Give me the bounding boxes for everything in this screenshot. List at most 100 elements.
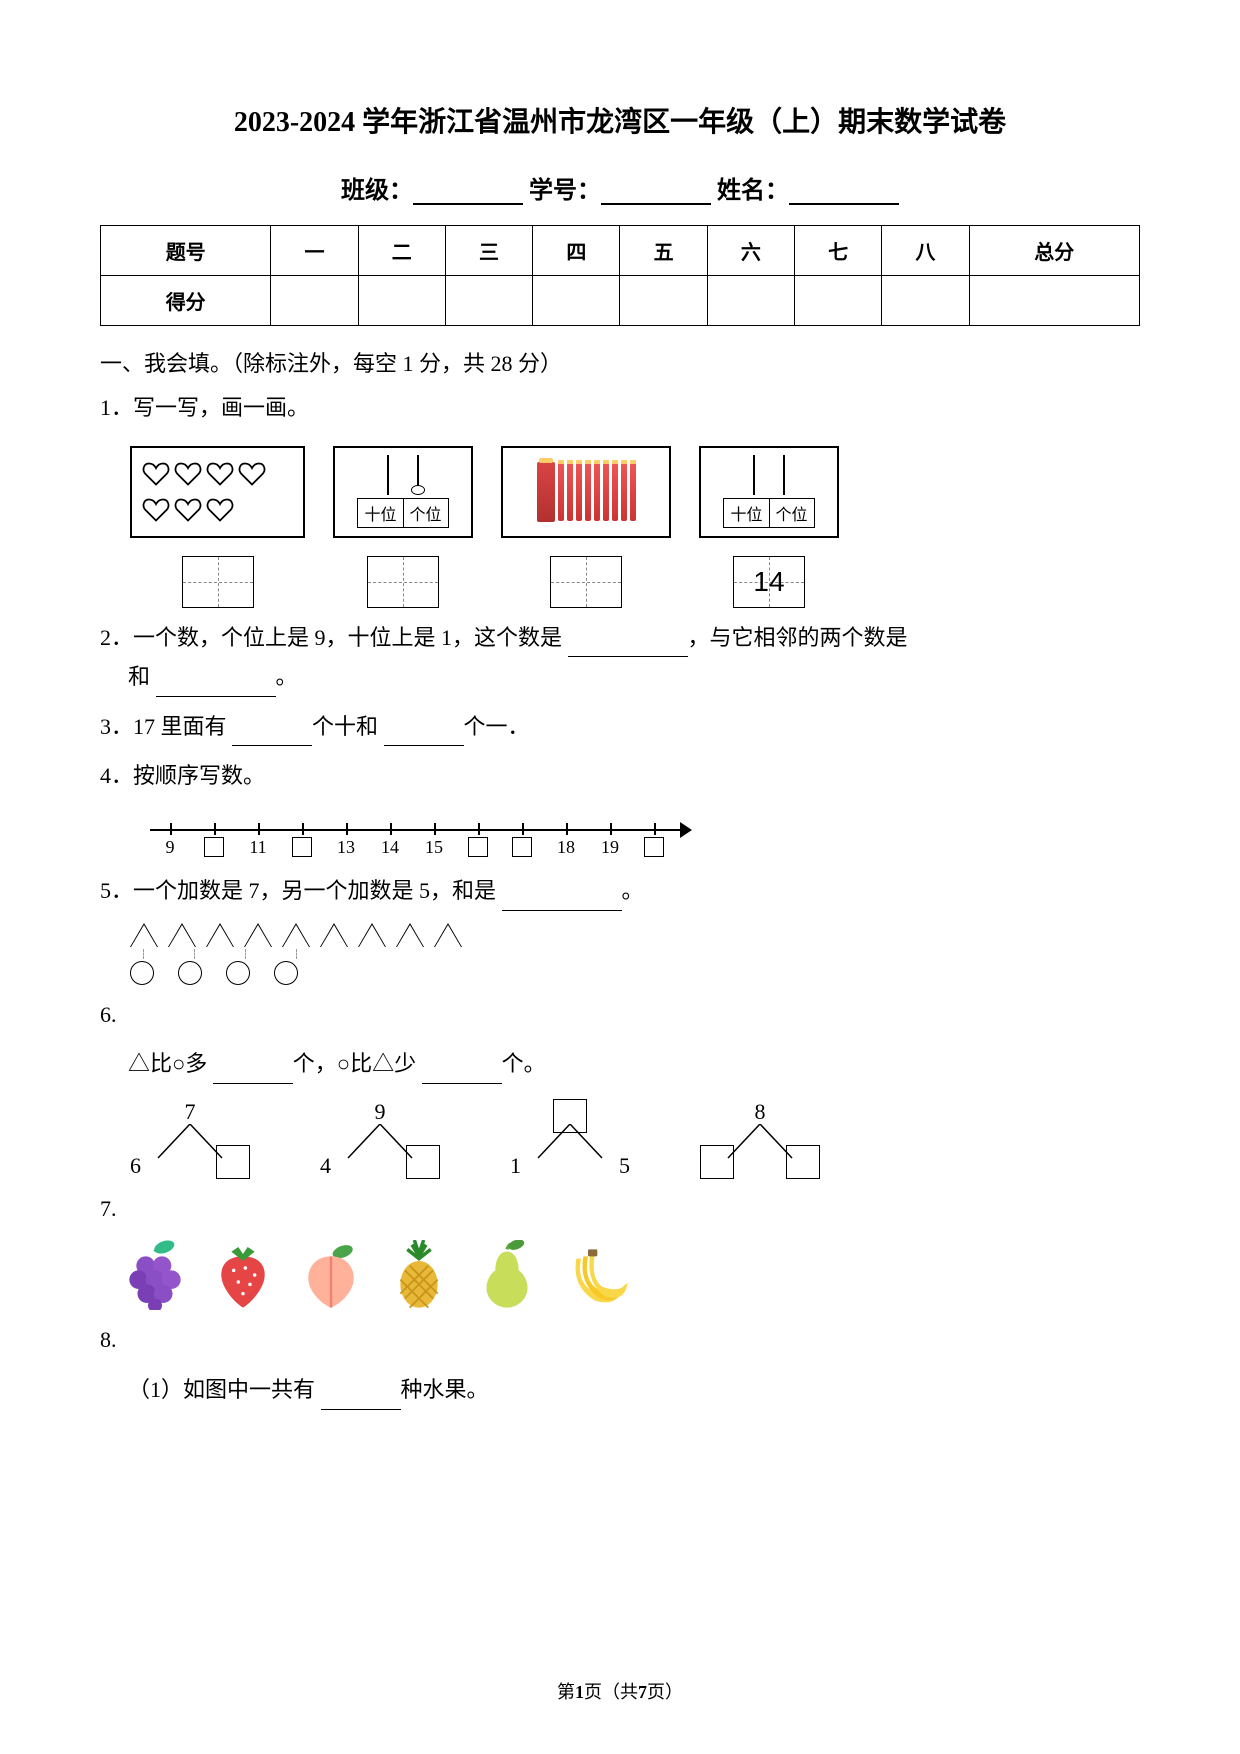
nl-line: [150, 829, 682, 831]
fruits-row: [120, 1240, 1140, 1310]
bond-blank[interactable]: [700, 1145, 734, 1179]
stick-icon: [603, 463, 609, 521]
triangle-icon: [396, 923, 424, 947]
stick-icon: [630, 463, 636, 521]
heart-icon: [142, 461, 170, 487]
score-cell[interactable]: [969, 276, 1139, 326]
q5-text-a: 5．一个加数是 7，另一个加数是 5，和是: [100, 878, 502, 903]
circle-icon: [226, 961, 250, 985]
score-table: 题号 一 二 三 四 五 六 七 八 总分 得分: [100, 225, 1140, 326]
grapes-icon: [120, 1240, 190, 1310]
blank[interactable]: [321, 1390, 401, 1410]
place-value-box: 十位 个位: [699, 446, 839, 538]
q2-text-d: 。: [276, 664, 298, 689]
id-blank[interactable]: [601, 181, 711, 205]
nl-blank-box[interactable]: [468, 837, 488, 857]
link-row: [130, 949, 1140, 959]
name-label: 姓名：: [717, 178, 789, 204]
table-row: 题号 一 二 三 四 五 六 七 八 总分: [101, 226, 1140, 276]
bond-value: 9: [375, 1099, 386, 1125]
bond-value: 5: [619, 1153, 630, 1179]
q8-sub1: （1）如图中一共有 种水果。: [100, 1370, 1140, 1410]
q6-text-c: 个。: [502, 1051, 546, 1076]
stick-icon: [594, 463, 600, 521]
q4-label: 4．按顺序写数。: [100, 756, 1140, 796]
score-cell[interactable]: [707, 276, 794, 326]
blank[interactable]: [213, 1064, 293, 1084]
bond-value: 8: [755, 1099, 766, 1125]
bundle-icon: [537, 462, 555, 522]
blank[interactable]: [502, 891, 622, 911]
nl-tick: [170, 823, 172, 835]
score-cell[interactable]: [358, 276, 445, 326]
digit-grid-blank[interactable]: [550, 556, 622, 608]
q2: 2．一个数，个位上是 9，十位上是 1，这个数是 ，与它相邻的两个数是 和 。: [100, 618, 1140, 697]
nl-tick: [434, 823, 436, 835]
q2-text-a: 2．一个数，个位上是 9，十位上是 1，这个数是: [100, 625, 568, 650]
blank[interactable]: [232, 726, 312, 746]
footer-text: 页（共: [584, 1682, 638, 1702]
header-cell: 七: [794, 226, 881, 276]
triangle-row: [130, 923, 1140, 947]
digit-grid-blank[interactable]: [367, 556, 439, 608]
nl-blank-box[interactable]: [512, 837, 532, 857]
id-label: 学号：: [529, 178, 601, 204]
header-cell: 题号: [101, 226, 271, 276]
page-number: 1: [575, 1682, 584, 1702]
score-cell[interactable]: [445, 276, 532, 326]
stick-icon: [612, 463, 618, 521]
nl-tick: [478, 823, 480, 835]
hearts-box: [130, 446, 305, 538]
blank[interactable]: [384, 726, 464, 746]
score-cell[interactable]: [882, 276, 969, 326]
total-pages: 7: [638, 1682, 647, 1702]
sticks-row: [537, 462, 636, 522]
q6-shapes: [130, 923, 1140, 985]
nl-tick: [390, 823, 392, 835]
header-cell: 五: [620, 226, 707, 276]
arrow-icon: [680, 822, 692, 838]
score-label: 得分: [101, 276, 271, 326]
nl-blank-box[interactable]: [292, 837, 312, 857]
tens-rod: [753, 455, 755, 495]
digit-grid-blank[interactable]: [182, 556, 254, 608]
nl-label: 13: [337, 837, 355, 858]
class-blank[interactable]: [413, 181, 523, 205]
q3-text-c: 个一．: [464, 714, 530, 739]
header-cell: 六: [707, 226, 794, 276]
q6-text-a: △比○多: [128, 1051, 213, 1076]
bond-value: 4: [320, 1153, 331, 1179]
number-bond: 94: [310, 1099, 450, 1179]
blank[interactable]: [156, 677, 276, 697]
triangle-icon: [206, 923, 234, 947]
page-footer: 第1页（共7页）: [0, 1678, 1240, 1704]
score-cell[interactable]: [533, 276, 620, 326]
nl-tick: [258, 823, 260, 835]
bond-blank[interactable]: [216, 1145, 250, 1179]
score-cell[interactable]: [794, 276, 881, 326]
q6-prefix: 6.: [100, 995, 117, 1035]
bond-blank[interactable]: [786, 1145, 820, 1179]
exam-title: 2023-2024 学年浙江省温州市龙湾区一年级（上）期末数学试卷: [100, 100, 1140, 140]
bond-blank[interactable]: [406, 1145, 440, 1179]
bead-icon: [411, 485, 425, 495]
name-blank[interactable]: [789, 181, 899, 205]
blank[interactable]: [568, 637, 688, 657]
nl-blank-box[interactable]: [644, 837, 664, 857]
section-1-header: 一、我会填。（除标注外，每空 1 分，共 28 分）: [100, 346, 1140, 378]
heart-icon: [206, 461, 234, 487]
dashed-link: [296, 949, 324, 959]
nl-blank-box[interactable]: [204, 837, 224, 857]
place-chart: 十位 个位: [357, 455, 448, 528]
q1-label: 1．写一写，画一画。: [100, 388, 1140, 428]
score-cell[interactable]: [271, 276, 358, 326]
score-cell[interactable]: [620, 276, 707, 326]
ones-label: 个位: [770, 499, 814, 527]
stick-icon: [576, 463, 582, 521]
blank[interactable]: [422, 1064, 502, 1084]
header-cell: 二: [358, 226, 445, 276]
header-cell: 八: [882, 226, 969, 276]
q6: 6.: [100, 995, 1140, 1035]
bond-blank[interactable]: [553, 1099, 587, 1133]
stick-icon: [558, 463, 564, 521]
